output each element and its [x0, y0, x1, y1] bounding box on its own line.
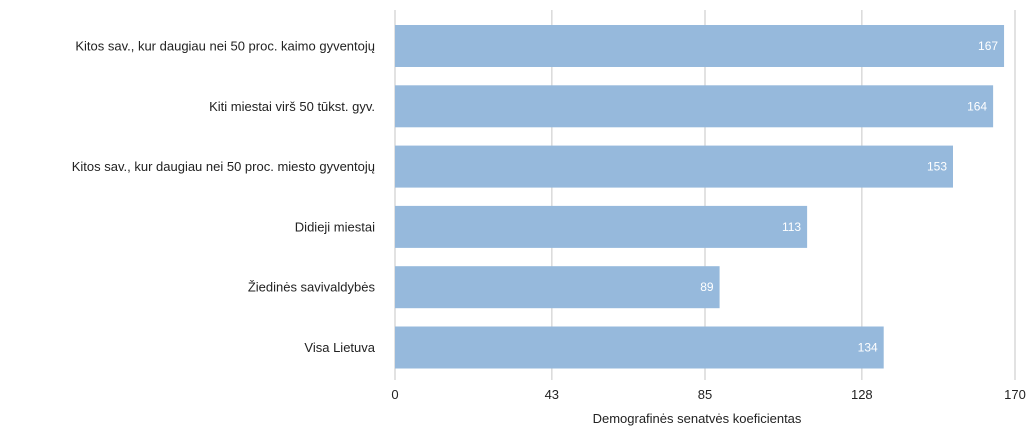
category-label: Žiedinės savivaldybės: [248, 280, 376, 295]
x-tick-label: 85: [698, 387, 712, 402]
category-label: Kiti miestai virš 50 tūkst. gyv.: [209, 99, 375, 114]
bar-value-label: 167: [978, 39, 998, 53]
bar-value-label: 153: [927, 160, 947, 174]
bar-value-label: 134: [858, 341, 878, 355]
x-tick-label: 170: [1004, 387, 1026, 402]
category-label: Kitos sav., kur daugiau nei 50 proc. kai…: [75, 39, 375, 54]
category-labels: Kitos sav., kur daugiau nei 50 proc. kai…: [72, 39, 376, 356]
category-label: Kitos sav., kur daugiau nei 50 proc. mie…: [72, 159, 375, 174]
bar-value-label: 164: [967, 99, 987, 113]
bar-value-label: 89: [700, 280, 714, 294]
bar: [395, 25, 1005, 67]
x-axis-title: Demografinės senatvės koeficientas: [593, 411, 802, 426]
x-tick-label: 43: [545, 387, 559, 402]
category-label: Didieji miestai: [295, 219, 375, 234]
category-label: Visa Lietuva: [304, 340, 375, 355]
bar: [395, 205, 808, 248]
bars: 167 164 153 113 89 134: [395, 25, 1005, 369]
gridlines: [394, 10, 1016, 380]
bar: [395, 85, 994, 128]
bar: [395, 326, 884, 369]
bar: [395, 145, 953, 188]
x-axis-ticks: 0 43 85 128 170: [391, 387, 1025, 402]
x-tick-label: 0: [391, 387, 398, 402]
bar-value-label: 113: [782, 220, 801, 234]
x-tick-label: 128: [851, 387, 873, 402]
bar: [395, 266, 720, 309]
